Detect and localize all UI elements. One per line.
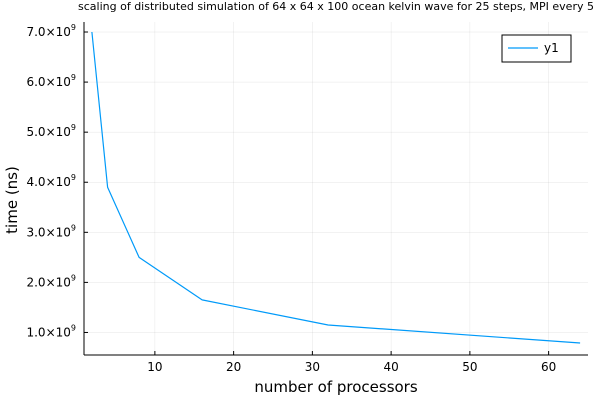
x-tick-label-30: 30 [305, 360, 320, 374]
x-ticks: 10 20 30 40 50 60 [147, 351, 556, 374]
grid [84, 22, 588, 355]
y-tick-label-4000000000: 4.0×109 [26, 173, 76, 189]
x-tick-label-50: 50 [462, 360, 477, 374]
y-tick-label-7000000000: 7.0×109 [26, 23, 76, 39]
x-axis-label: number of processors [254, 378, 418, 396]
y-tick-label-5000000000: 5.0×109 [26, 123, 76, 139]
y-tick-label-3000000000: 3.0×109 [26, 223, 76, 239]
y-tick-label-1000000000: 1.0×109 [26, 323, 76, 339]
y-tick-label-2000000000: 2.0×109 [26, 273, 76, 289]
legend-label-y1: y1 [544, 41, 559, 55]
x-tick-label-60: 60 [541, 360, 556, 374]
y-ticks: 1.0×109 2.0×109 3.0×109 4.0×109 5.0×109 6.0×1… [26, 23, 88, 339]
legend: y1 [501, 34, 572, 63]
x-tick-label-40: 40 [383, 360, 398, 374]
series-line-y1 [91, 31, 581, 344]
axes [83, 22, 588, 356]
y-tick-label-6000000000: 6.0×109 [26, 73, 76, 89]
x-tick-label-20: 20 [226, 360, 241, 374]
x-tick-label-10: 10 [147, 360, 162, 374]
chart-title: scaling of distributed simulation of 64 … [78, 0, 594, 13]
y-axis-label: time (ns) [3, 166, 21, 234]
series-layer [91, 31, 581, 344]
